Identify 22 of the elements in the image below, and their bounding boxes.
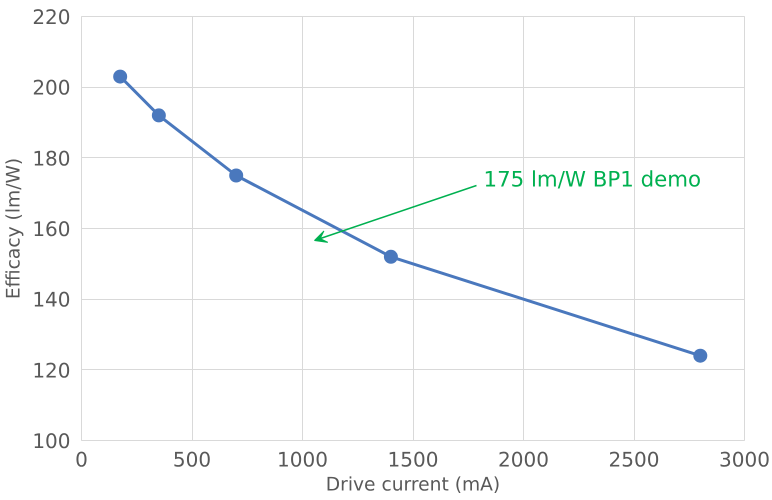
- y-tick-label: 160: [32, 217, 71, 241]
- x-tick-label: 1000: [277, 448, 328, 472]
- point: [693, 348, 708, 363]
- y-tick-label: 200: [32, 76, 71, 100]
- point: [229, 168, 244, 182]
- x-tick-label: 1500: [388, 448, 438, 472]
- y-tick-label: 180: [32, 146, 71, 170]
- annotation: 175 lm/W BP1 demo: [484, 168, 702, 192]
- x-tick-label: 0: [75, 448, 88, 472]
- y-tick-label: 100: [32, 429, 71, 453]
- x-tick-label: 2000: [498, 448, 549, 472]
- point: [384, 250, 398, 264]
- x-tick-label: 2500: [608, 448, 660, 472]
- x-tick-label: 500: [172, 448, 212, 472]
- x-axis-title: Drive current (mA): [326, 474, 500, 496]
- y-tick-label: 120: [32, 358, 71, 382]
- y-tick-label: 220: [32, 5, 71, 29]
- point: [113, 70, 128, 84]
- point: [152, 108, 166, 122]
- y-tick-label: 140: [32, 288, 71, 312]
- y-axis-title: Efficacy (lm/W): [3, 158, 24, 300]
- x-tick-label: 3000: [719, 448, 770, 472]
